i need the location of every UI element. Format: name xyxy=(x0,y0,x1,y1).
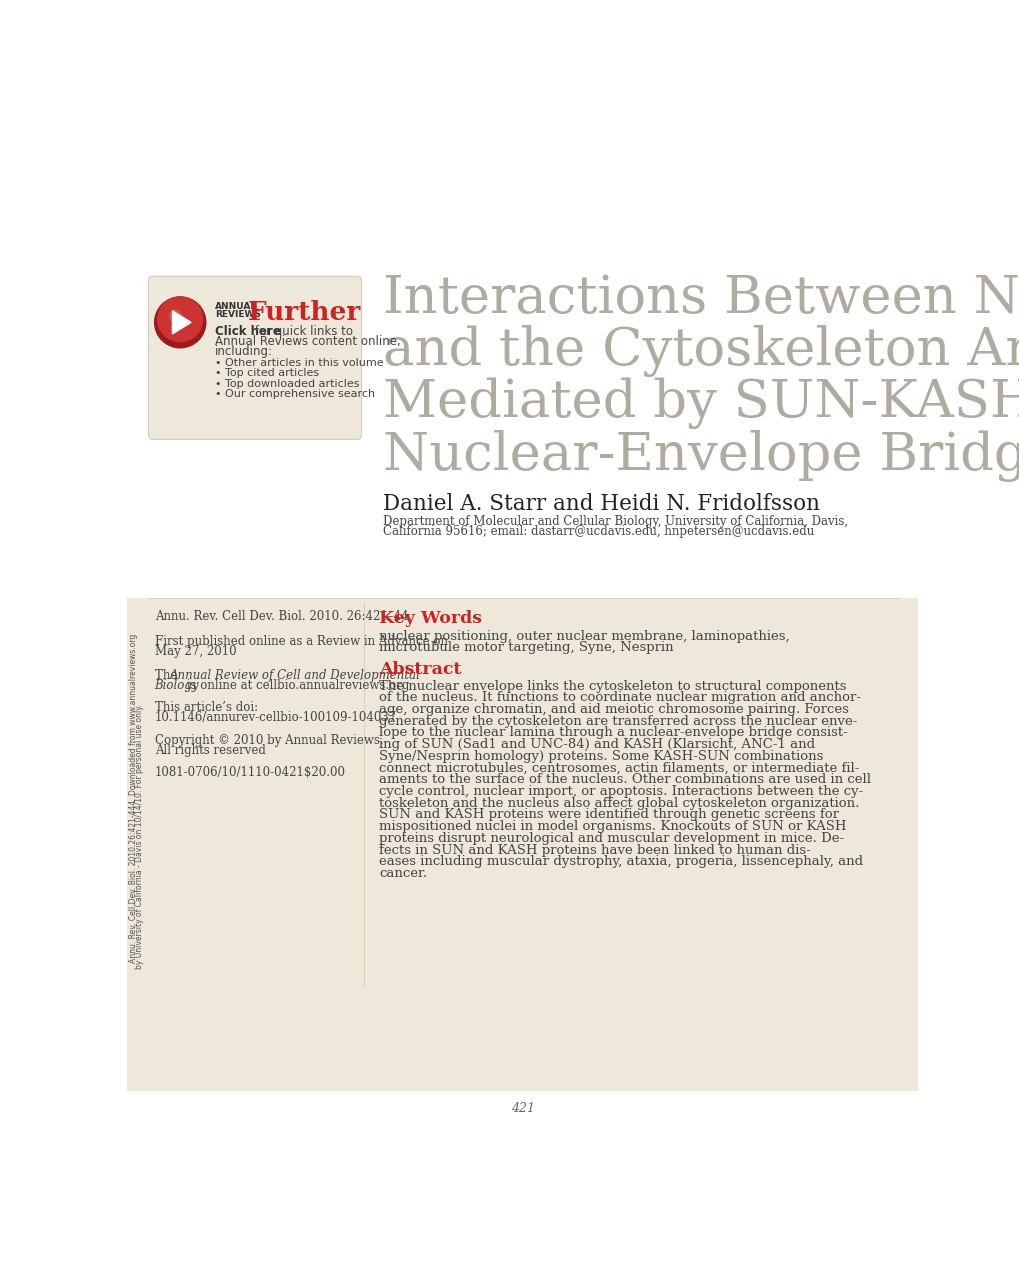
Polygon shape xyxy=(172,310,191,334)
Text: California 95616; email: dastarr@ucdavis.edu, hnpetersen@ucdavis.edu: California 95616; email: dastarr@ucdavis… xyxy=(383,525,814,538)
Text: aments to the surface of the nucleus. Other combinations are used in cell: aments to the surface of the nucleus. Ot… xyxy=(379,774,870,786)
Text: Annual Reviews content online,: Annual Reviews content online, xyxy=(215,334,400,348)
Circle shape xyxy=(155,297,206,348)
Text: of the nucleus. It functions to coordinate nuclear migration and anchor-: of the nucleus. It functions to coordina… xyxy=(379,692,860,704)
Text: Nuclear-Envelope Bridges: Nuclear-Envelope Bridges xyxy=(383,430,1019,482)
Text: Click here: Click here xyxy=(215,324,280,338)
Text: Annu. Rev. Cell Dev. Biol. 2010.26:421-444. Downloaded from www.annualreviews.or: Annu. Rev. Cell Dev. Biol. 2010.26:421-4… xyxy=(129,634,138,963)
Text: Department of Molecular and Cellular Biology, University of California, Davis,: Department of Molecular and Cellular Bio… xyxy=(383,515,848,528)
Text: age, organize chromatin, and aid meiotic chromosome pairing. Forces: age, organize chromatin, and aid meiotic… xyxy=(379,703,849,716)
Text: The: The xyxy=(155,669,180,681)
Text: is online at cellbio.annualreviews.org: is online at cellbio.annualreviews.org xyxy=(182,679,409,692)
Text: Annual Review of Cell and Developmental: Annual Review of Cell and Developmental xyxy=(170,669,421,681)
Text: proteins disrupt neurological and muscular development in mice. De-: proteins disrupt neurological and muscul… xyxy=(379,832,844,844)
Text: • Other articles in this volume: • Other articles in this volume xyxy=(215,358,383,367)
Text: mispositioned nuclei in model organisms. Knockouts of SUN or KASH: mispositioned nuclei in model organisms.… xyxy=(379,820,846,833)
Text: • Top cited articles: • Top cited articles xyxy=(215,369,319,379)
Text: All rights reserved: All rights reserved xyxy=(155,743,265,757)
Text: The nuclear envelope links the cytoskeleton to structural components: The nuclear envelope links the cytoskele… xyxy=(379,680,846,693)
Text: First published online as a Review in Advance on: First published online as a Review in Ad… xyxy=(155,635,447,647)
Text: 10.1146/annurev-cellbio-100109-104037: 10.1146/annurev-cellbio-100109-104037 xyxy=(155,712,396,724)
Text: • Top downloaded articles: • Top downloaded articles xyxy=(215,379,360,389)
Circle shape xyxy=(169,310,181,322)
Text: Syne/Nesprin homology) proteins. Some KASH-SUN combinations: Syne/Nesprin homology) proteins. Some KA… xyxy=(379,750,823,764)
Text: cancer.: cancer. xyxy=(379,867,427,880)
Text: Interactions Between Nuclei: Interactions Between Nuclei xyxy=(383,273,1019,324)
Text: 1081-0706/10/1110-0421$20.00: 1081-0706/10/1110-0421$20.00 xyxy=(155,766,345,779)
Text: 421: 421 xyxy=(511,1103,534,1116)
Text: Annu. Rev. Cell Dev. Biol. 2010. 26:421–44: Annu. Rev. Cell Dev. Biol. 2010. 26:421–… xyxy=(155,611,408,623)
Text: ANNUAL: ANNUAL xyxy=(215,303,257,312)
Text: cycle control, nuclear import, or apoptosis. Interactions between the cy-: cycle control, nuclear import, or apopto… xyxy=(379,785,863,798)
Text: Copyright © 2010 by Annual Reviews.: Copyright © 2010 by Annual Reviews. xyxy=(155,733,383,747)
Text: Abstract: Abstract xyxy=(379,661,462,678)
Text: Key Words: Key Words xyxy=(379,611,482,627)
Text: Daniel A. Starr and Heidi N. Fridolfsson: Daniel A. Starr and Heidi N. Fridolfsson xyxy=(383,493,819,515)
Text: microtubule motor targeting, Syne, Nesprin: microtubule motor targeting, Syne, Nespr… xyxy=(379,641,674,654)
Text: and the Cytoskeleton Are: and the Cytoskeleton Are xyxy=(383,326,1019,377)
Text: SUN and KASH proteins were identified through genetic screens for: SUN and KASH proteins were identified th… xyxy=(379,809,839,822)
Text: ing of SUN (Sad1 and UNC-84) and KASH (Klarsicht, ANC-1 and: ing of SUN (Sad1 and UNC-84) and KASH (K… xyxy=(379,738,815,751)
Text: Mediated by SUN-KASH: Mediated by SUN-KASH xyxy=(383,377,1019,429)
Text: fects in SUN and KASH proteins have been linked to human dis-: fects in SUN and KASH proteins have been… xyxy=(379,843,810,857)
Circle shape xyxy=(158,297,203,342)
Text: by University of California - Davis on 10/14/10. For personal use only.: by University of California - Davis on 1… xyxy=(136,704,145,969)
Text: generated by the cytoskeleton are transferred across the nuclear enve-: generated by the cytoskeleton are transf… xyxy=(379,714,857,728)
Text: for quick links to: for quick links to xyxy=(252,324,354,338)
Text: eases including muscular dystrophy, ataxia, progeria, lissencephaly, and: eases including muscular dystrophy, atax… xyxy=(379,856,863,868)
Bar xyxy=(127,598,917,1090)
Text: nuclear positioning, outer nuclear membrane, laminopathies,: nuclear positioning, outer nuclear membr… xyxy=(379,631,790,644)
Text: connect microtubules, centrosomes, actin filaments, or intermediate fil-: connect microtubules, centrosomes, actin… xyxy=(379,761,859,775)
Text: Further: Further xyxy=(248,300,361,326)
Text: May 27, 2010: May 27, 2010 xyxy=(155,645,236,658)
Text: • Our comprehensive search: • Our comprehensive search xyxy=(215,389,375,399)
Text: lope to the nuclear lamina through a nuclear-envelope bridge consist-: lope to the nuclear lamina through a nuc… xyxy=(379,727,847,740)
Text: REVIEWS: REVIEWS xyxy=(215,310,261,319)
Text: including:: including: xyxy=(215,345,273,357)
Text: toskeleton and the nucleus also affect global cytoskeleton organization.: toskeleton and the nucleus also affect g… xyxy=(379,796,859,810)
FancyBboxPatch shape xyxy=(149,276,361,439)
Text: This article’s doi:: This article’s doi: xyxy=(155,702,258,714)
Text: Biology: Biology xyxy=(155,679,199,692)
